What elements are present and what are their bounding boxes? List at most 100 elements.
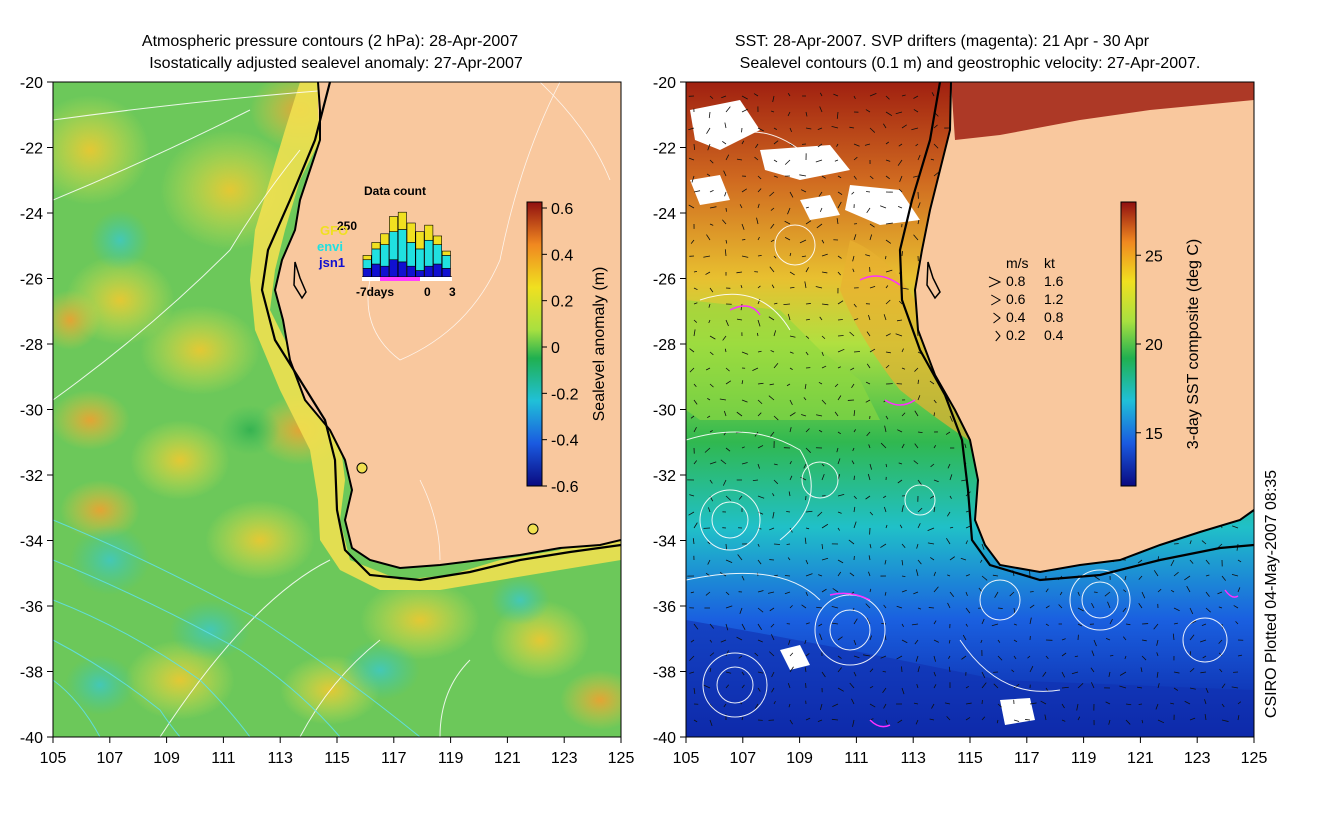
- data-count-bar-envi: [425, 240, 433, 266]
- velocity-arrow: [918, 380, 919, 384]
- legend-jsn1: jsn1: [318, 255, 345, 270]
- speed-legend-kt: 0.4: [1044, 327, 1064, 343]
- right-ytick-label: -20: [653, 75, 676, 92]
- speed-legend-kt: 1.6: [1044, 273, 1064, 289]
- data-count-bar-gfo: [398, 212, 406, 229]
- right-xtick-label: 111: [844, 750, 868, 767]
- data-count-xlabel-right: 3: [449, 285, 456, 299]
- right-ytick-label: -32: [653, 468, 676, 485]
- data-count-title: Data count: [364, 184, 426, 198]
- data-count-bar-jsn1: [363, 268, 371, 277]
- left-ytick-label: -32: [20, 468, 43, 485]
- data-count-bar-envi: [381, 245, 389, 267]
- data-count-bar-gfo: [433, 236, 441, 245]
- left-ytick-label: -38: [20, 665, 43, 682]
- data-count-bar-jsn1: [407, 266, 415, 277]
- velocity-arrow: [838, 335, 844, 336]
- ssh-tick-label: 0.4: [551, 247, 573, 264]
- speed-legend-kt: 1.2: [1044, 291, 1064, 307]
- velocity-arrow: [854, 476, 855, 480]
- right-ytick-label: -28: [653, 337, 676, 354]
- left-xtick-label: 117: [381, 750, 407, 767]
- velocity-arrow: [806, 303, 811, 304]
- right-ytick-label: -34: [653, 534, 676, 551]
- data-count-bar-jsn1: [416, 271, 424, 277]
- velocity-arrow: [726, 544, 727, 549]
- left-ytick-label: -40: [20, 730, 43, 747]
- left-xtick-label: 123: [551, 750, 578, 767]
- data-count-bar-envi: [407, 242, 415, 266]
- sst-tick-label: 25: [1145, 248, 1163, 265]
- speed-legend-kt: 0.8: [1044, 309, 1064, 325]
- credit-text: CSIRO Plotted 04-May-2007 08:35: [1263, 470, 1280, 718]
- ssh-tick-label: 0.2: [551, 294, 573, 311]
- speed-legend-ms: 0.2: [1006, 327, 1026, 343]
- right-xtick-label: 121: [1127, 750, 1154, 767]
- right-ytick-label: -40: [653, 730, 676, 747]
- velocity-arrow: [929, 607, 934, 608]
- left-xtick-label: 107: [96, 750, 123, 767]
- speed-legend-ms: 0.4: [1006, 309, 1026, 325]
- right-xtick-label: 109: [786, 750, 813, 767]
- left-xtick-label: 111: [211, 750, 235, 767]
- left-ytick-label: -24: [20, 206, 43, 223]
- right-ytick-label: -26: [653, 272, 676, 289]
- right-xtick-label: 107: [729, 750, 756, 767]
- right-ytick-label: -22: [653, 141, 676, 158]
- sst-tick-label: 20: [1145, 337, 1163, 354]
- right-xtick-label: 117: [1014, 750, 1040, 767]
- left-ytick-label: -26: [20, 272, 43, 289]
- velocity-arrow: [1139, 704, 1142, 705]
- left-xtick-label: 121: [494, 750, 521, 767]
- left-xtick-label: 105: [40, 750, 67, 767]
- right-map: [686, 82, 1254, 737]
- right-title-line1: SST: 28-Apr-2007. SVP drifters (magenta)…: [735, 33, 1150, 50]
- left-ytick-label: -20: [20, 75, 43, 92]
- velocity-arrow: [902, 251, 903, 256]
- data-count-bar-gfo: [442, 251, 450, 255]
- velocity-arrow: [774, 544, 780, 545]
- legend-envi: envi: [317, 239, 343, 254]
- ssh-colorbar-label: Sealevel anomaly (m): [591, 267, 608, 422]
- right-xtick-label: 119: [1071, 750, 1097, 767]
- left-station-esperance: [528, 524, 538, 534]
- data-count-bar-gfo: [416, 232, 424, 249]
- data-count-bar-gfo: [381, 234, 389, 245]
- left-title-line2: Isostatically adjusted sealevel anomaly:…: [149, 55, 523, 72]
- data-count-bar-envi: [372, 249, 380, 264]
- velocity-arrow: [901, 666, 902, 672]
- data-count-bar-envi: [363, 260, 371, 269]
- data-count-bar-jsn1: [425, 266, 433, 277]
- data-count-bar-gfo: [389, 217, 397, 232]
- ssh-tick-label: -0.6: [551, 479, 579, 496]
- data-count-bar-envi: [389, 232, 397, 260]
- left-ytick-label: -34: [20, 534, 43, 551]
- data-count-bar-envi: [433, 245, 441, 264]
- velocity-arrow: [934, 412, 935, 416]
- left-ytick-label: -28: [20, 337, 43, 354]
- data-count-bar-envi: [398, 229, 406, 261]
- data-count-bar-gfo: [372, 242, 380, 248]
- right-title-line2: Sealevel contours (0.1 m) and geostrophi…: [740, 55, 1201, 72]
- left-ytick-label: -22: [20, 141, 43, 158]
- left-title-line1: Atmospheric pressure contours (2 hPa): 2…: [142, 33, 518, 50]
- left-xtick-label: 113: [267, 750, 293, 767]
- velocity-arrow: [998, 608, 1003, 609]
- left-xtick-label: 115: [324, 750, 350, 767]
- left-map: [30, 70, 640, 737]
- velocity-arrow: [1025, 719, 1030, 720]
- speed-legend-header-kt: kt: [1044, 255, 1055, 271]
- right-xtick-label: 115: [957, 750, 983, 767]
- right-ytick-label: -30: [653, 403, 676, 420]
- left-ytick-label: -30: [20, 403, 43, 420]
- ssh-tick-label: -0.2: [551, 386, 579, 403]
- right-xtick-label: 125: [1241, 750, 1268, 767]
- ssh-tick-label: 0.6: [551, 201, 573, 218]
- speed-legend-ms: 0.8: [1006, 273, 1026, 289]
- left-xtick-label: 125: [608, 750, 635, 767]
- data-count-bar-jsn1: [398, 262, 406, 277]
- data-count-bar-jsn1: [381, 266, 389, 277]
- left-xtick-label: 119: [438, 750, 464, 767]
- data-count-bar-jsn1: [433, 264, 441, 277]
